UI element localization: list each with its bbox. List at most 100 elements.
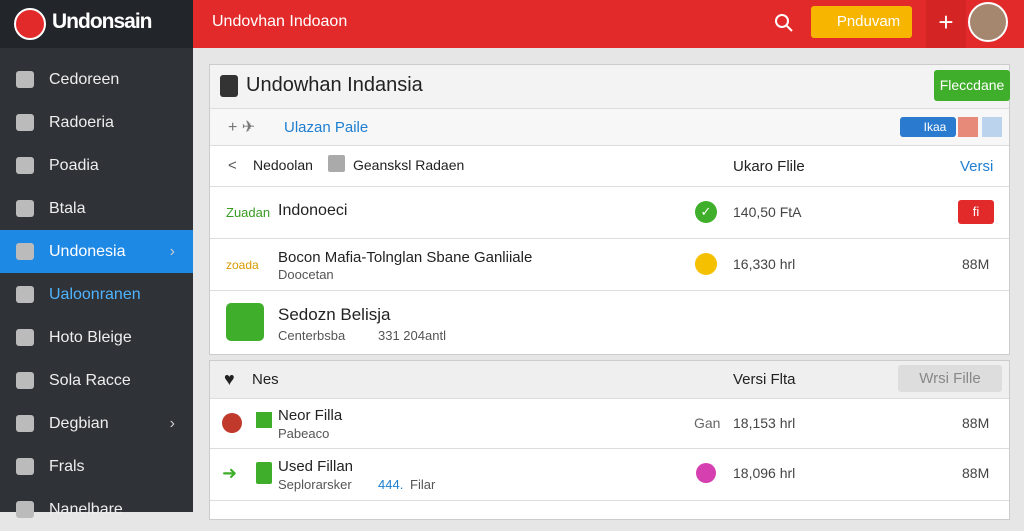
nav-item[interactable]: Btala xyxy=(0,187,193,230)
nav-label: Undonesia xyxy=(49,243,126,260)
top-button[interactable]: Pnduvam xyxy=(811,6,912,38)
row-version: 88M xyxy=(962,415,990,431)
column-label: Nedoolan xyxy=(253,157,313,173)
column-label: Versi xyxy=(960,158,994,175)
app-icon xyxy=(226,303,264,341)
column-row: < Nedoolan Geansksl Radaen Ukaro Flile V… xyxy=(210,146,1009,187)
nav-item[interactable]: Undonesia › xyxy=(0,230,193,273)
nav-item[interactable]: Poadia xyxy=(0,144,193,187)
nav-item[interactable]: Radoeria xyxy=(0,101,193,144)
header-button[interactable]: Fleccdane xyxy=(934,70,1010,101)
row-sub: Seplorarsker xyxy=(278,477,352,492)
version-card: ♥ Nes Versi Flta Wrsi Fille Neor Filla P… xyxy=(209,360,1010,520)
nav-label: Cedoreen xyxy=(49,71,120,88)
nav-item[interactable]: Hoto Bleige xyxy=(0,316,193,359)
header-button[interactable]: Wrsi Fille xyxy=(898,365,1002,392)
nav-label: Degbian xyxy=(49,415,109,432)
avatar[interactable] xyxy=(968,2,1008,42)
row-link[interactable]: 444. xyxy=(378,477,404,492)
nav-icon xyxy=(16,200,34,217)
filter-icons: + ✈ xyxy=(228,119,256,136)
nav-label: Sola Racce xyxy=(49,372,131,389)
file-row[interactable]: ➜ Used Fillan Seplorarsker 444. Filar 18… xyxy=(210,449,1009,501)
brand: Undonsain xyxy=(52,10,152,33)
status-ok: ✓ xyxy=(695,201,717,223)
row-name: Used Fillan xyxy=(278,458,354,475)
row-icon xyxy=(222,413,242,433)
row-sub: Doocetan xyxy=(278,267,334,282)
card-title: Nes xyxy=(252,371,279,388)
row-tag: Zuadan xyxy=(226,205,271,220)
add-button[interactable]: + xyxy=(926,0,966,48)
nav-item[interactable]: Cedoreen xyxy=(0,58,193,101)
nav-label: Hoto Bleige xyxy=(49,329,132,346)
top-title: Undovhan Indoaon xyxy=(212,13,348,30)
nav-label: Ualoonranen xyxy=(49,286,141,303)
card-header: Undowhan Indansia Fleccdane xyxy=(210,65,1010,109)
filter-button[interactable]: Ikaa xyxy=(900,117,956,137)
file-row[interactable]: Zuadan Indonoeci ✓ 140,50 FtA fi xyxy=(210,187,1009,239)
column-label: Versi Flta xyxy=(733,371,796,388)
file-row[interactable]: Neor Filla Pabeaco Gan 18,153 hrl 88M xyxy=(210,399,1009,449)
search-icon[interactable] xyxy=(773,12,795,34)
nav-icon xyxy=(16,415,34,432)
nav-icon xyxy=(16,501,34,518)
nav-item[interactable]: Degbian › xyxy=(0,402,193,445)
column-label: Ukaro Flile xyxy=(733,158,805,175)
nav-item[interactable]: Sola Racce xyxy=(0,359,193,402)
row-sub: Centerbsba xyxy=(278,328,346,343)
status-icon xyxy=(696,463,716,483)
row-icon xyxy=(256,462,272,484)
nav-item[interactable]: Ualoonranen xyxy=(0,273,193,316)
column-label: Geansksl Radaen xyxy=(353,157,465,173)
row-status: Gan xyxy=(694,415,721,431)
nav-item[interactable]: Nanelbare xyxy=(0,488,193,531)
row-icon xyxy=(256,412,272,428)
page: {"brand":"Undonsain", "topbar":{"title":… xyxy=(0,0,1024,520)
row-name: Sedozn Belisja xyxy=(278,305,391,324)
top-bar: Undovhan Indoaon Pnduvam + xyxy=(193,0,1024,48)
file-row[interactable]: zoada Bocon Mafia-Tolnglan Sbane Ganliia… xyxy=(210,239,1009,291)
logo-icon xyxy=(14,8,46,40)
nav-icon xyxy=(16,329,34,346)
nav-label: Frals xyxy=(49,458,85,475)
heart-icon: ♥ xyxy=(224,369,235,389)
row-badge[interactable]: fi xyxy=(958,200,994,224)
status-warn xyxy=(695,253,717,275)
filter-option[interactable] xyxy=(982,117,1002,137)
logo-area: Undonsain xyxy=(0,0,193,48)
filter-label[interactable]: Ulazan Paile xyxy=(284,119,369,136)
share-icon: < xyxy=(228,157,237,174)
checkbox[interactable] xyxy=(328,155,345,172)
row-version: 88M xyxy=(962,465,990,481)
chevron: › xyxy=(169,243,175,260)
row-tag: zoada xyxy=(226,258,259,272)
nav-icon xyxy=(16,157,34,174)
row-version: 88M xyxy=(962,256,990,272)
nav-label: Radoeria xyxy=(49,114,114,131)
row-meta: 331 204antl xyxy=(378,328,446,343)
nav-icon xyxy=(16,458,34,475)
row-name: Neor Filla xyxy=(278,407,343,424)
row-name: Bocon Mafia-Tolnglan Sbane Ganliiale xyxy=(278,249,533,266)
card-header: ♥ Nes Versi Flta Wrsi Fille xyxy=(210,361,1009,399)
row-size: 18,153 hrl xyxy=(733,415,796,431)
nav-icon xyxy=(16,114,34,131)
row-size: 16,330 hrl xyxy=(733,256,796,272)
app: Undonsain Cedoreen Radoeria Poadia Btala Und… xyxy=(0,0,1024,520)
nav-icon xyxy=(16,286,34,303)
nav-icon xyxy=(16,71,34,88)
nav-item[interactable]: Frals xyxy=(0,445,193,488)
filter-option[interactable] xyxy=(958,117,978,137)
filter-row: + ✈ Ulazan Paile Ikaa xyxy=(210,109,1009,146)
file-row[interactable]: Sedozn Belisja Centerbsba 331 204antl xyxy=(210,291,1009,355)
nav-icon xyxy=(16,372,34,389)
nav-icon xyxy=(16,243,34,260)
row-sub: Pabeaco xyxy=(278,426,330,441)
nav-label: Btala xyxy=(49,200,86,217)
sidebar: Cedoreen Radoeria Poadia Btala Undonesia › Ual… xyxy=(0,48,193,518)
row-size: 18,096 hrl xyxy=(733,465,796,481)
card-title: Undowhan Indansia xyxy=(246,74,423,96)
file-card: Undowhan Indansia Fleccdane + ✈ Ulazan P… xyxy=(209,64,1010,355)
nav-label: Nanelbare xyxy=(49,501,123,518)
